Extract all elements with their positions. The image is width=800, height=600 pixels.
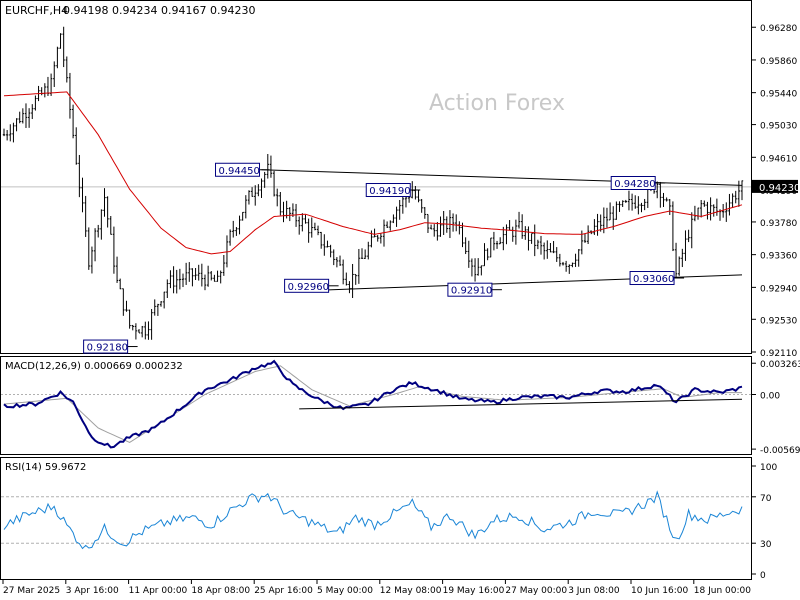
price-tick-label: 0.93780 <box>760 219 797 229</box>
price-annotations: 0.94450 0.92180 0.92960 0.94190 0.92910 0.942… <box>83 162 685 354</box>
annotation-box <box>365 183 411 198</box>
current-price-value: 0.94230 <box>759 183 800 194</box>
rsi-tick-label: 70 <box>760 494 772 504</box>
time-tick-label: 5 May 00:00 <box>317 586 373 596</box>
symbol-label: EURCHF,H4 <box>5 4 68 17</box>
current-price-box <box>752 179 798 193</box>
time-tick-label: 25 Apr 16:00 <box>254 586 313 596</box>
price-tick-label: 0.94610 <box>760 154 797 164</box>
price-tick-label: 0.95030 <box>760 122 797 132</box>
time-tick-label: 12 May 08:00 <box>380 586 442 596</box>
macd-line <box>3 359 743 449</box>
annotation-box <box>610 176 656 190</box>
price-tick-label: 0.93360 <box>760 252 797 262</box>
price-tick-label: 0.95860 <box>760 57 797 67</box>
time-axis: 27 Mar 2025 3 Apr 16:00 11 Apr 00:00 18 Apr… <box>2 580 751 596</box>
time-tick-label: 27 Mar 2025 <box>3 586 60 596</box>
price-tick-label: 0.96280 <box>760 24 797 34</box>
annotation-box <box>284 278 330 293</box>
time-tick-label: 18 Apr 08:00 <box>191 586 250 596</box>
annotation-label: 0.94190 <box>369 186 410 197</box>
moving-average-line <box>3 91 743 255</box>
price-tick-label: 0.92530 <box>760 316 797 326</box>
time-tick-label: 3 Apr 16:00 <box>66 586 119 596</box>
macd-tick-label: 0.00 <box>760 392 780 402</box>
macd-tick-label: 0.003263 <box>760 360 800 370</box>
annotation-label: 0.94450 <box>219 166 260 177</box>
annotation-box <box>215 162 261 177</box>
rsi-tick-label: 0 <box>760 571 766 581</box>
rsi-tick-label: 100 <box>760 463 777 473</box>
price-tick-label: 0.92940 <box>760 284 797 294</box>
price-tick-label: 0.95440 <box>760 90 797 100</box>
macd-lines <box>3 359 743 449</box>
annotation-label: 0.92910 <box>451 286 492 297</box>
annotation-box <box>83 339 129 354</box>
rsi-axis: 100 70 30 0 <box>1 463 777 581</box>
macd-tick-label: -0.005699 <box>760 446 800 456</box>
macd-trendline <box>299 398 743 410</box>
annotation-label: 0.94280 <box>614 179 655 190</box>
macd-title: MACD(12,26,9) 0.000669 0.000232 <box>5 361 183 372</box>
time-tick-label: 19 May 16:00 <box>443 586 505 596</box>
candles <box>2 26 744 340</box>
annotation-box <box>629 271 675 286</box>
annotation-label: 0.92180 <box>87 343 128 354</box>
rsi-line <box>3 490 743 550</box>
watermark: Action Forex <box>429 91 565 116</box>
time-tick-label: 3 Jun 08:00 <box>568 586 620 596</box>
rsi-lines <box>3 490 743 550</box>
time-tick-label: 18 Jun 00:00 <box>694 586 751 596</box>
annotation-label: 0.92960 <box>288 282 329 293</box>
price-tick-label: 0.92110 <box>760 349 797 359</box>
time-tick-label: 10 Jun 16:00 <box>631 586 688 596</box>
current-price-tag: 0.94230 <box>752 179 800 194</box>
time-tick-label: 11 Apr 00:00 <box>129 586 188 596</box>
macd-axis: 0.003263 0.00 -0.005699 <box>1 360 800 456</box>
rsi-panel <box>0 457 752 580</box>
rsi-tick-label: 30 <box>760 540 772 550</box>
annotation-label: 0.93060 <box>633 274 674 285</box>
time-tick-label: 27 May 00:00 <box>505 586 567 596</box>
ohlc-values: 0.94198 0.94234 0.94167 0.94230 <box>63 4 255 17</box>
annotation-box <box>447 282 493 297</box>
rsi-title: RSI(14) 59.9672 <box>5 462 86 473</box>
